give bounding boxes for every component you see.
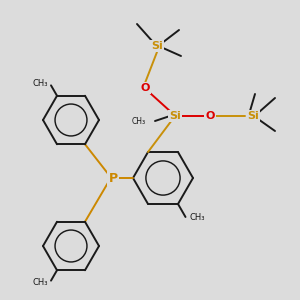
Text: O: O	[205, 111, 215, 121]
Text: CH₃: CH₃	[190, 214, 205, 223]
Text: CH₃: CH₃	[32, 278, 48, 287]
Text: Si: Si	[169, 111, 181, 121]
Text: Si: Si	[247, 111, 259, 121]
Text: P: P	[108, 172, 118, 184]
Text: O: O	[140, 83, 150, 93]
Text: CH₃: CH₃	[32, 79, 48, 88]
Text: CH₃: CH₃	[132, 116, 146, 125]
Text: Si: Si	[151, 41, 163, 51]
